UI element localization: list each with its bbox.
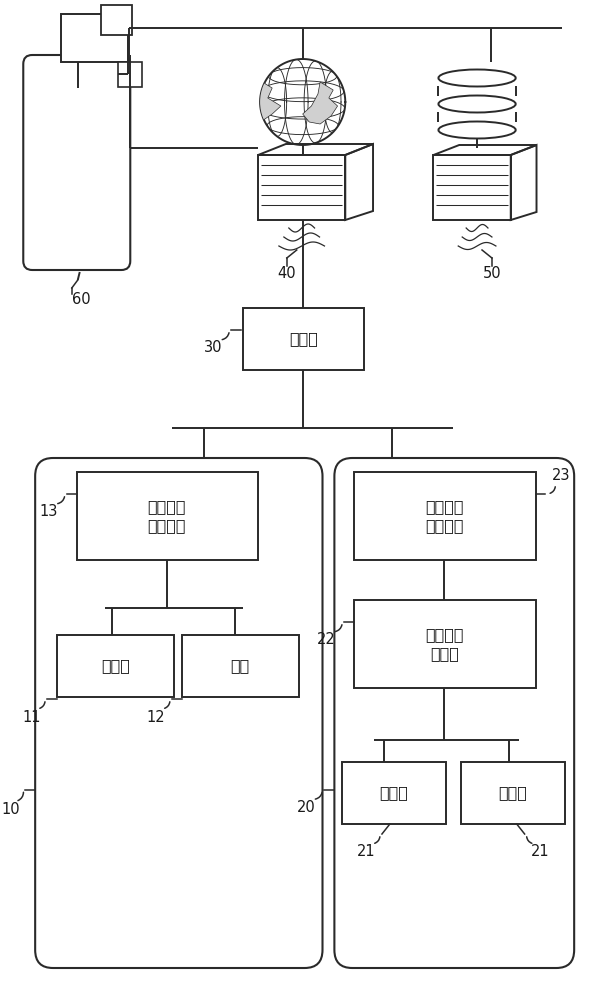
Bar — [77, 472, 258, 560]
Text: 协调器: 协调器 — [289, 332, 318, 347]
Bar — [433, 155, 511, 220]
Bar — [61, 14, 128, 62]
Text: 20: 20 — [297, 800, 316, 815]
Text: 23: 23 — [552, 468, 571, 484]
Text: 40: 40 — [278, 266, 296, 282]
Text: 60: 60 — [72, 292, 91, 308]
Bar — [101, 5, 132, 35]
Text: 21: 21 — [531, 844, 550, 859]
Bar — [461, 762, 565, 824]
Text: 50: 50 — [482, 266, 501, 282]
Text: 第一无线
节点装置: 第一无线 节点装置 — [147, 499, 186, 533]
Polygon shape — [303, 82, 337, 124]
FancyBboxPatch shape — [35, 458, 323, 968]
Text: 传感器: 传感器 — [101, 658, 130, 674]
Bar — [342, 762, 446, 824]
Text: 电表: 电表 — [231, 658, 250, 674]
Text: 21: 21 — [357, 844, 375, 859]
Bar — [354, 472, 536, 560]
Bar — [258, 155, 345, 220]
Bar — [182, 635, 299, 697]
Text: 第二无线
节点装置: 第二无线 节点装置 — [425, 499, 464, 533]
Bar — [243, 308, 364, 370]
Bar — [118, 62, 142, 87]
Bar — [57, 635, 174, 697]
Text: 13: 13 — [40, 504, 58, 520]
Text: 12: 12 — [147, 710, 165, 724]
Bar — [354, 600, 536, 688]
Text: 变频器: 变频器 — [379, 786, 408, 800]
Text: 变频器: 变频器 — [498, 786, 527, 800]
Polygon shape — [255, 80, 281, 120]
Text: 11: 11 — [22, 710, 40, 724]
Text: 10: 10 — [1, 802, 20, 817]
FancyBboxPatch shape — [23, 55, 130, 270]
Text: 22: 22 — [317, 633, 336, 648]
FancyBboxPatch shape — [334, 458, 574, 968]
Text: 30: 30 — [204, 340, 223, 356]
Text: 程序逻辑
控制器: 程序逻辑 控制器 — [425, 627, 464, 661]
